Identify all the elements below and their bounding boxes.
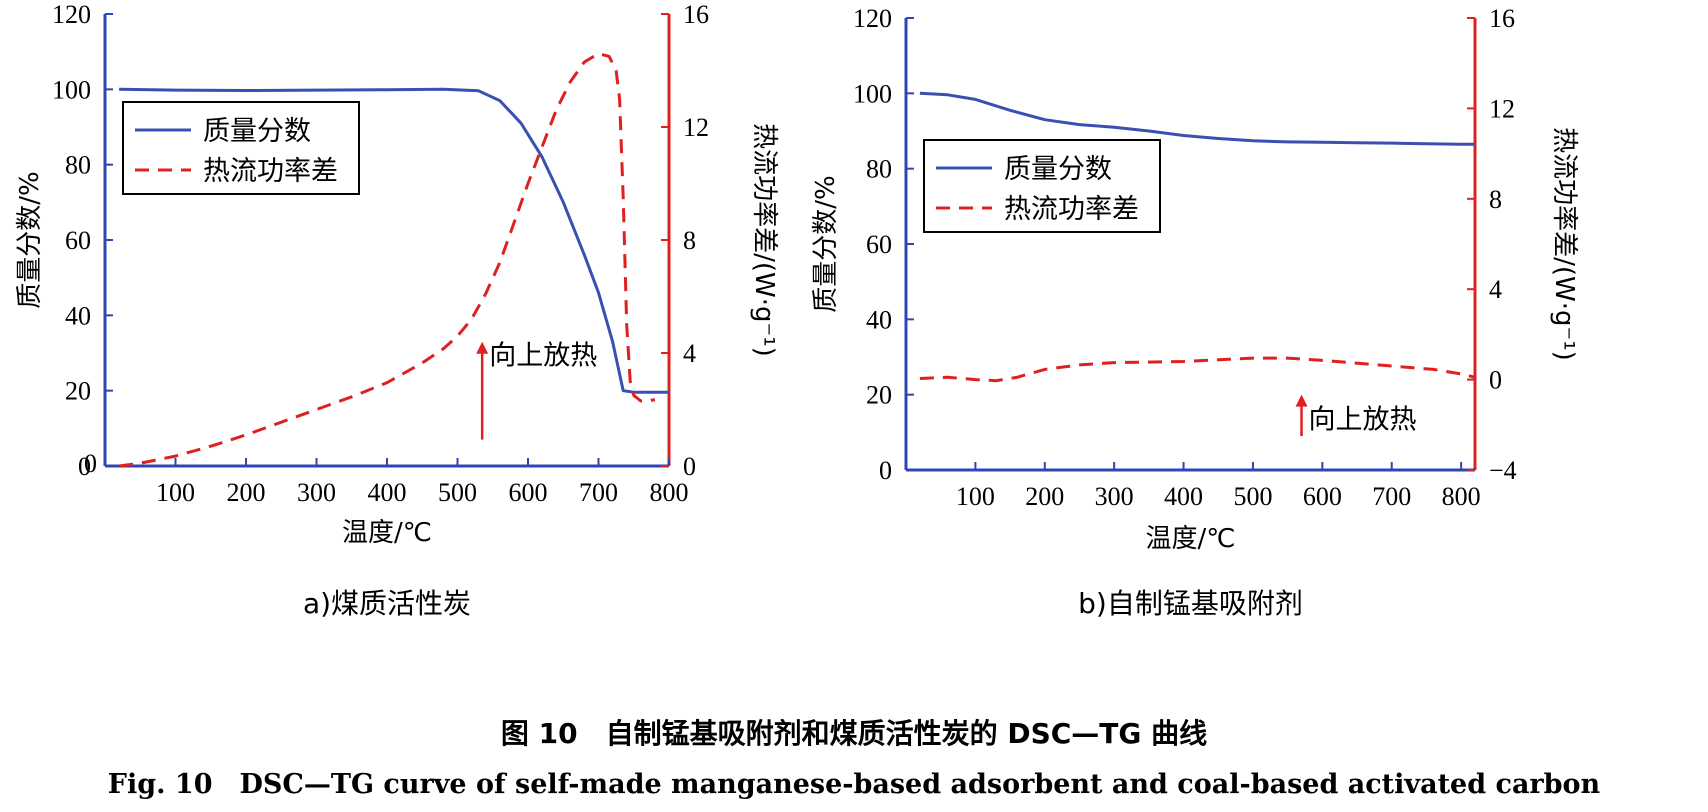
chart-panel-b: 100 200 300 400 500 600 700 800020406080100120−… xyxy=(811,4,1579,620)
x-origin-label: 0 xyxy=(84,449,97,478)
left-y-tick-label: 60 xyxy=(866,230,892,259)
series-line-mass-fraction xyxy=(119,87,669,394)
right-y-tick-label: −4 xyxy=(1489,456,1517,485)
figure-caption-cn: 图 10 自制锰基吸附剂和煤质活性炭的 DSC—TG 曲线 xyxy=(500,717,1208,750)
x-tick-label: 100 xyxy=(956,482,995,511)
right-y-axis-title: 热流功率差/(W·g⁻¹) xyxy=(749,123,779,357)
exotherm-arrow-head xyxy=(1295,394,1308,407)
x-tick-label: 800 xyxy=(1442,482,1481,511)
left-y-tick-label: 100 xyxy=(853,79,892,108)
figure-caption-en: Fig. 10 DSC—TG curve of self-made mangan… xyxy=(107,769,1601,800)
right-y-tick-label: 8 xyxy=(683,226,696,255)
right-y-tick-label: 8 xyxy=(1489,185,1502,214)
left-y-tick-label: 0 xyxy=(879,456,892,485)
exotherm-arrow-head xyxy=(476,341,489,354)
left-y-axis-title: 质量分数/% xyxy=(15,171,45,308)
x-tick-label: 400 xyxy=(1164,482,1203,511)
series-line-heat-flow xyxy=(118,52,656,468)
x-tick-label: 400 xyxy=(368,478,407,507)
legend-label: 质量分数 xyxy=(1004,154,1112,185)
legend-label: 热流功率差 xyxy=(203,156,338,187)
series-line-mass-fraction xyxy=(919,91,1475,146)
left-y-axis-title: 质量分数/% xyxy=(811,175,841,312)
x-tick-label: 700 xyxy=(1372,482,1411,511)
x-tick-label: 300 xyxy=(297,478,336,507)
left-y-tick-label: 0 xyxy=(78,452,91,481)
x-axis-title: 温度/℃ xyxy=(1146,524,1236,554)
x-tick-label: 500 xyxy=(1233,482,1272,511)
x-tick-label: 800 xyxy=(650,478,689,507)
right-y-tick-label: 0 xyxy=(1489,366,1502,395)
left-y-tick-label: 40 xyxy=(866,305,892,334)
right-y-tick-label: 12 xyxy=(1489,94,1515,123)
x-tick-label: 100 xyxy=(156,478,195,507)
legend-box xyxy=(923,139,1161,233)
x-tick-label: 200 xyxy=(227,478,266,507)
left-y-tick-label: 20 xyxy=(65,377,91,406)
right-y-axis-title: 热流功率差/(W·g⁻¹) xyxy=(1549,127,1579,361)
left-y-tick-label: 20 xyxy=(866,381,892,410)
legend-label: 质量分数 xyxy=(203,116,311,147)
x-tick-label: 300 xyxy=(1095,482,1134,511)
panel-subcaption: a)煤质活性炭 xyxy=(303,587,471,620)
left-y-tick-label: 80 xyxy=(866,155,892,184)
right-y-tick-label: 16 xyxy=(683,0,709,29)
panel-subcaption: b)自制锰基吸附剂 xyxy=(1078,587,1303,620)
right-y-tick-label: 12 xyxy=(683,113,709,142)
series-line-heat-flow xyxy=(919,356,1476,383)
left-y-tick-label: 80 xyxy=(65,151,91,180)
legend-box xyxy=(122,101,360,195)
right-y-tick-label: 0 xyxy=(683,452,696,481)
legend-label: 热流功率差 xyxy=(1004,194,1139,225)
left-y-tick-label: 60 xyxy=(65,226,91,255)
x-axis-title: 温度/℃ xyxy=(342,518,432,548)
left-y-tick-label: 100 xyxy=(52,75,91,104)
chart-panel-a: 100 200 300 400 500 600 700 8000020406080100120… xyxy=(15,0,779,620)
x-tick-label: 200 xyxy=(1025,482,1064,511)
x-tick-label: 700 xyxy=(579,478,618,507)
left-y-tick-label: 120 xyxy=(52,0,91,29)
x-tick-label: 500 xyxy=(438,478,477,507)
right-y-tick-label: 16 xyxy=(1489,4,1515,33)
left-y-tick-label: 120 xyxy=(853,4,892,33)
exotherm-annotation: 向上放热 xyxy=(489,340,597,371)
right-y-tick-label: 4 xyxy=(1489,275,1502,304)
left-y-tick-label: 40 xyxy=(65,301,91,330)
exotherm-annotation: 向上放热 xyxy=(1308,405,1416,436)
x-tick-label: 600 xyxy=(1303,482,1342,511)
figure: 100 200 300 400 500 600 700 8000020406080100120… xyxy=(15,0,1579,620)
x-tick-label: 600 xyxy=(509,478,548,507)
right-y-tick-label: 4 xyxy=(683,339,696,368)
